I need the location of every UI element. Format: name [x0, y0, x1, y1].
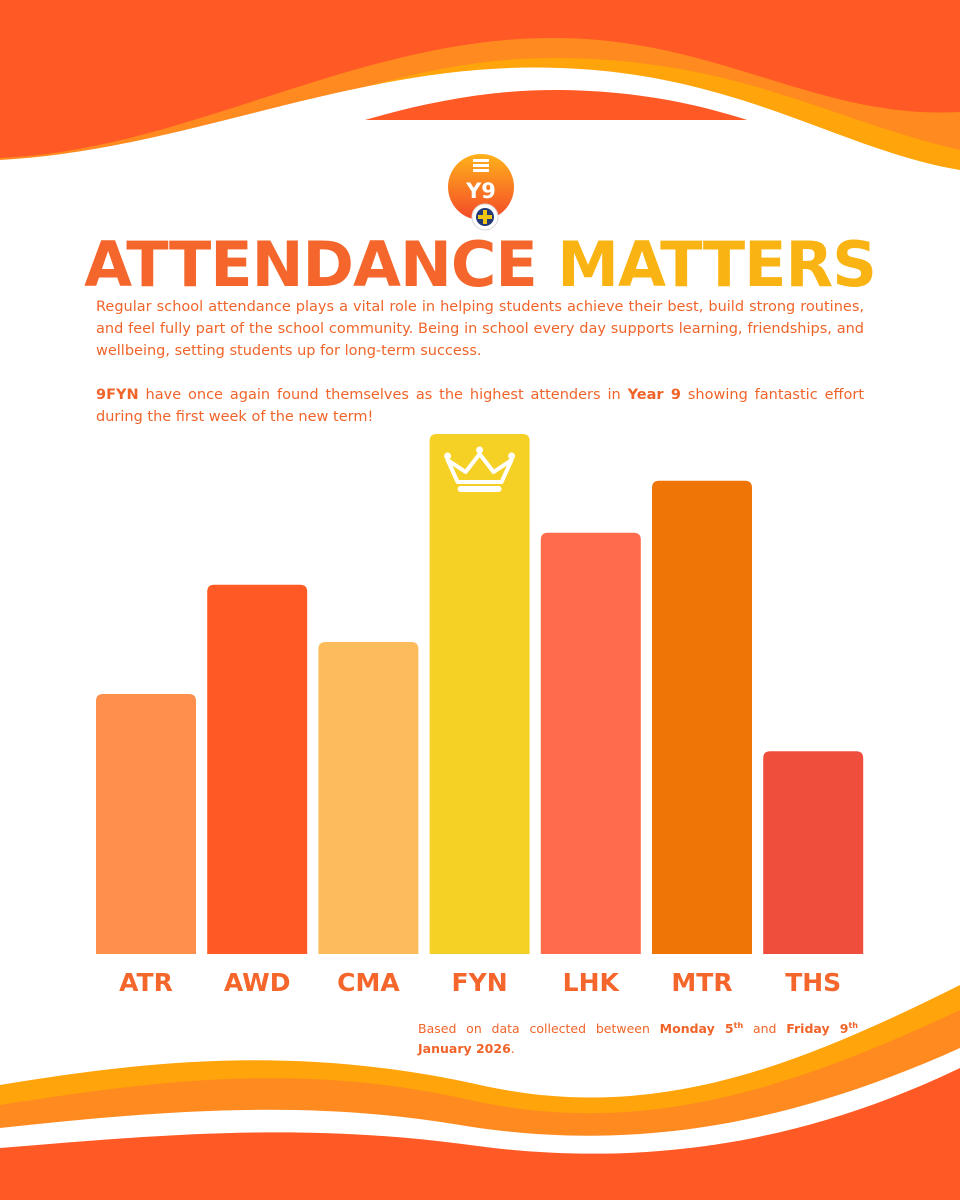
- bar-group-fyn: FYN: [429, 434, 530, 997]
- intro-paragraph: Regular school attendance plays a vital …: [96, 299, 864, 359]
- highlight-text-a: have once again found themselves as the …: [138, 387, 628, 403]
- tick-label-atr: ATR: [119, 968, 173, 997]
- bar-cma: [318, 642, 419, 954]
- data-footnote: Based on data collected between Monday 5…: [418, 1016, 858, 1059]
- title-part-attendance: ATTENDANCE: [84, 228, 538, 301]
- year9-logo: Y9: [448, 154, 514, 231]
- page-title: ATTENDANCE MATTERS: [0, 224, 960, 306]
- footnote-middle: and: [743, 1021, 787, 1037]
- highlight-year: Year 9: [627, 387, 681, 403]
- highlight-paragraph: 9FYN have once again found themselves as…: [96, 384, 864, 428]
- tick-label-mtr: MTR: [671, 968, 732, 997]
- footnote-end-sup: th: [848, 1021, 859, 1030]
- attendance-bar-chart: ATR AWD CMA FYN LHK MTR THS: [96, 434, 864, 997]
- tick-label-awd: AWD: [224, 968, 291, 997]
- tick-label-fyn: FYN: [452, 968, 508, 997]
- logo-text: Y9: [465, 179, 496, 203]
- bar-group-lhk: LHK: [540, 532, 641, 997]
- title-part-matters: MATTERS: [557, 228, 877, 301]
- book-icon: [473, 159, 489, 162]
- bottom-wave-orange: [0, 1068, 960, 1200]
- highlight-text-b: showing fantastic effort during the firs…: [96, 387, 864, 425]
- crown-icon: [444, 446, 516, 492]
- footnote-prefix: Based on data collected between: [418, 1021, 660, 1037]
- bar-group-awd: AWD: [207, 584, 308, 997]
- footnote-end-year: January 2026: [418, 1041, 511, 1057]
- top-wave-white: [0, 67, 960, 222]
- footnote-start-sup: th: [733, 1021, 744, 1030]
- bar-mtr: [652, 480, 752, 954]
- tick-label-cma: CMA: [337, 968, 400, 997]
- bar-lhk: [540, 532, 641, 954]
- bar-ths: [763, 751, 864, 954]
- footnote-end-day: Friday 9: [786, 1021, 849, 1037]
- bar-group-ths: THS: [763, 751, 864, 997]
- bar-group-atr: ATR: [96, 694, 196, 997]
- bar-awd: [207, 584, 308, 954]
- tick-label-ths: THS: [785, 968, 841, 997]
- bar-fyn: [429, 434, 530, 954]
- bar-group-mtr: MTR: [652, 480, 752, 997]
- highlight-form: 9FYN: [96, 387, 139, 403]
- footnote-suffix: .: [510, 1041, 515, 1057]
- bar-group-cma: CMA: [318, 642, 419, 997]
- footnote-start-day: Monday 5: [659, 1021, 734, 1037]
- bar-atr: [96, 694, 196, 954]
- top-wave-orange: [0, 0, 960, 158]
- tick-label-lhk: LHK: [563, 968, 621, 997]
